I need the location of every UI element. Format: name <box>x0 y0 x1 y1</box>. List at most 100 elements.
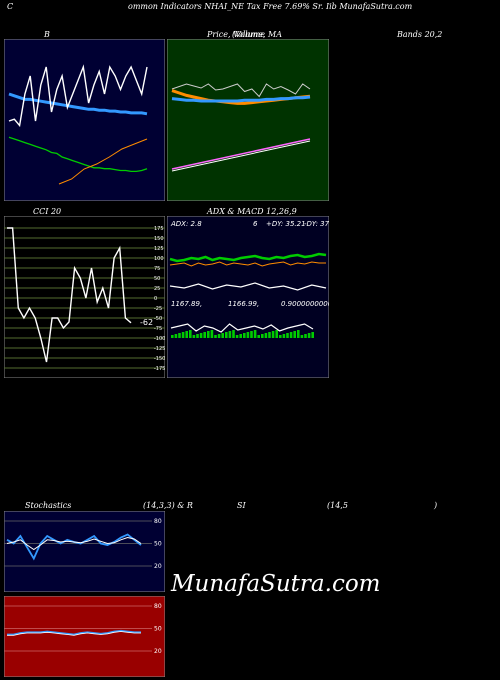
price-line <box>171 83 311 98</box>
macd-histogram-bar <box>286 333 289 338</box>
macd-histogram-bar <box>192 335 196 338</box>
stoch-tick-label: 80 <box>154 518 162 525</box>
cci-tick-label: 100 <box>154 256 164 262</box>
macd-histogram-bar <box>171 335 174 338</box>
adx-minus-di-line <box>169 261 326 267</box>
macd-histogram-bar <box>228 331 232 338</box>
macd-histogram-bar <box>311 332 314 338</box>
macd-histogram-bar <box>185 331 188 338</box>
macd-histogram-bar <box>275 330 278 338</box>
bollinger-label: B <box>44 30 50 39</box>
adx-plus-di-line <box>169 252 327 263</box>
macd-histogram-bar <box>181 332 185 338</box>
header-title: ommon Indicators NHAI_NE Tax Free 7.69% … <box>128 2 413 11</box>
macd-histogram-bar <box>304 334 307 338</box>
bollinger-upper-band <box>8 136 148 173</box>
rsi-params-label: (14,5 <box>327 501 348 510</box>
rsi-signal-line <box>7 631 141 636</box>
macd-histogram-bar <box>297 330 300 338</box>
cci-tick-label: 25 <box>154 286 160 292</box>
macd-readout: 1166.99, <box>228 300 259 308</box>
rsi-si-label: SI <box>237 501 246 510</box>
adx-label: ADX & MACD 12,26,9 <box>207 207 297 216</box>
macd-histogram-bar <box>250 331 253 338</box>
macd-histogram-bar <box>232 330 235 338</box>
macd-histogram-bar <box>243 333 246 338</box>
cci-tick-label: -175 <box>154 366 165 372</box>
macd-histogram-bar <box>261 334 264 338</box>
macd-histogram-bar <box>207 331 210 338</box>
cci-label: CCI 20 <box>33 207 62 216</box>
rsi-chart: 80 50 20 <box>4 596 165 677</box>
cci-chart: 175 150 125 100 75 50 25 0 -25 -50 -75 -100 -125 -150… <box>4 216 165 378</box>
cci-tick-label: 125 <box>154 246 164 252</box>
bollinger-price-line <box>8 64 148 128</box>
cci-line <box>7 227 132 363</box>
macd-histogram-bar <box>210 330 214 338</box>
bollinger-bg <box>4 39 165 201</box>
macd-histogram-bar <box>235 335 239 338</box>
ma-long-line <box>171 95 311 103</box>
macd-histogram-bar <box>239 334 242 338</box>
bollinger-middle-band <box>8 92 148 116</box>
price-chart <box>167 39 329 201</box>
adx-readout: -DY: 37.28 <box>304 220 329 228</box>
stoch-params-label: (14,3,3) & R <box>143 501 193 510</box>
stoch-tick-label: 20 <box>154 563 162 570</box>
adx-line <box>169 282 327 291</box>
price-bg <box>167 39 329 201</box>
cci-tick-label: -100 <box>154 336 165 342</box>
watermark: MunafaSutra.com <box>171 571 381 597</box>
header-title-left: C <box>7 2 14 11</box>
macd-histogram-bar <box>253 330 257 338</box>
cci-tick-label: -50 <box>154 316 162 322</box>
ma-200-line <box>171 138 311 170</box>
stoch-tick-label: 50 <box>154 541 162 548</box>
stoch-d-line <box>6 536 142 551</box>
macd-histogram-bar <box>221 333 224 338</box>
stochastics-chart: 80 50 20 <box>4 511 165 592</box>
macd-histogram-bar <box>217 334 221 338</box>
cci-tick-label: -75 <box>154 326 162 332</box>
macd-histogram-bar <box>271 331 275 338</box>
macd-readout: 1167.89, <box>171 300 202 308</box>
stoch-label: Stochastics <box>25 501 72 510</box>
cci-last-value: -62 <box>140 318 153 327</box>
macd-histogram-bar <box>178 333 181 338</box>
macd-histogram-bar <box>214 335 217 338</box>
bands-label: Bands 20,2 <box>397 30 443 39</box>
adx-readout: +DY: 35.21 <box>266 220 306 228</box>
price-overlap-label: (Volume <box>232 30 266 39</box>
adx-macd-chart: ADX: 2.8 6 +DY: 35.21-DY: 37.28 1167.89, 116… <box>167 216 329 378</box>
cci-tick-label: -125 <box>154 346 165 352</box>
cci-tick-label: 50 <box>154 276 160 282</box>
price-label: Price, Volume, MA <box>207 30 283 39</box>
bollinger-lower-band <box>58 138 148 185</box>
macd-histogram-bar <box>268 332 271 338</box>
macd-histogram-bar <box>307 333 311 338</box>
cci-tick-label: 75 <box>154 266 160 272</box>
macd-histogram-bar <box>203 332 206 338</box>
macd-histogram-bar <box>174 334 178 338</box>
paren-label: ) <box>434 501 438 510</box>
macd-histogram-bar <box>279 335 282 338</box>
rsi-tick-label: 20 <box>154 648 162 655</box>
macd-histogram-bar <box>257 335 260 338</box>
cci-tick-label: 175 <box>154 226 164 232</box>
bollinger-chart <box>4 39 165 201</box>
macd-readout: 0.9000000000009 <box>281 300 329 308</box>
macd-histogram-bar <box>246 332 250 338</box>
ma-200-outline <box>171 140 311 172</box>
macd-histogram-bar <box>289 332 293 338</box>
macd-line <box>170 323 314 333</box>
rsi-tick-label: 50 <box>154 626 162 633</box>
stoch-bg <box>4 511 165 592</box>
macd-histogram-bar <box>225 332 228 338</box>
adx-bg <box>167 216 329 378</box>
cci-tick-label: 150 <box>154 236 164 242</box>
rsi-line <box>7 629 141 636</box>
macd-histogram-bar <box>300 335 304 338</box>
macd-histogram-bar <box>282 334 286 338</box>
macd-histogram-bar <box>293 331 296 338</box>
adx-readout: ADX: 2.8 <box>170 220 202 228</box>
